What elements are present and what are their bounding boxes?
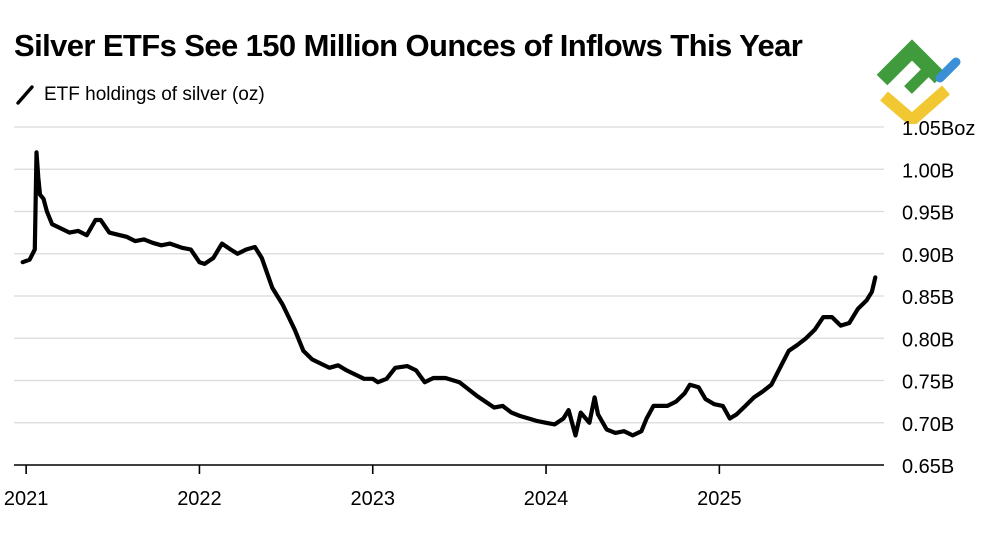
legend: ETF holdings of silver (oz) bbox=[14, 84, 265, 106]
y-tick-label: 0.85B bbox=[902, 287, 954, 309]
gridlines bbox=[14, 126, 884, 424]
y-tick-label: 0.65B bbox=[902, 456, 954, 478]
x-tick-label: 2022 bbox=[177, 488, 222, 510]
y-tick-label: 0.95B bbox=[902, 203, 954, 225]
y-tick-label: 0.75B bbox=[902, 372, 954, 394]
green-blue-yellow-chevron-logo bbox=[876, 39, 961, 124]
y-tick-label: 0.90B bbox=[902, 245, 954, 267]
series-line-etf-holdings bbox=[20, 150, 878, 438]
series bbox=[20, 150, 878, 438]
legend-label: ETF holdings of silver (oz) bbox=[44, 84, 265, 105]
y-tick-label: 0.70B bbox=[902, 414, 954, 436]
x-tick-label: 2023 bbox=[350, 488, 395, 510]
x-tick-label: 2024 bbox=[524, 488, 569, 510]
chart-title: Silver ETFs See 150 Million Ounces of In… bbox=[14, 28, 803, 63]
x-tick-label: 2025 bbox=[697, 488, 742, 510]
y-tick-label: 1.05Boz bbox=[902, 118, 975, 140]
x-axis-labels: 2021 2022 2023 2024 2025 bbox=[4, 465, 742, 510]
y-tick-label: 1.00B bbox=[902, 160, 954, 182]
legend-line-icon bbox=[16, 85, 34, 105]
x-tick-label: 2021 bbox=[4, 488, 49, 510]
y-axis-labels: 1.05Boz 1.00B 0.95B 0.90B 0.85B 0.80B 0.75B 0.7… bbox=[902, 118, 975, 478]
y-tick-label: 0.80B bbox=[902, 329, 954, 351]
